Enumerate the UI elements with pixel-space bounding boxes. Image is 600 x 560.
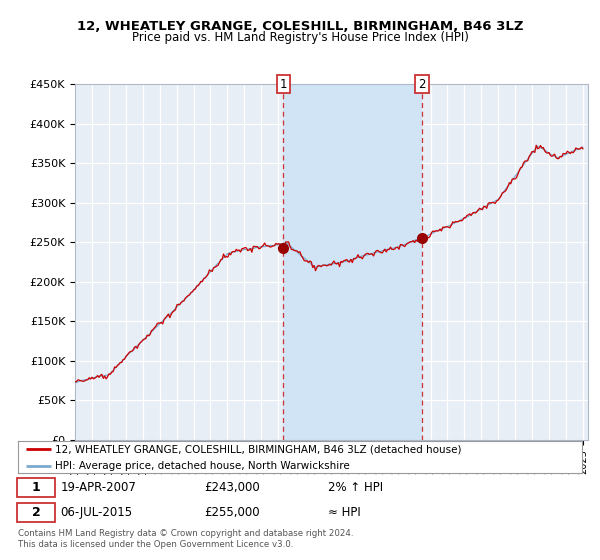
- Text: 2: 2: [418, 77, 426, 91]
- Bar: [283, 84, 422, 440]
- Text: 12, WHEATLEY GRANGE, COLESHILL, BIRMINGHAM, B46 3LZ (detached house): 12, WHEATLEY GRANGE, COLESHILL, BIRMINGH…: [55, 445, 461, 455]
- Text: Price paid vs. HM Land Registry's House Price Index (HPI): Price paid vs. HM Land Registry's House …: [131, 31, 469, 44]
- Text: Contains HM Land Registry data © Crown copyright and database right 2024.
This d: Contains HM Land Registry data © Crown c…: [18, 529, 353, 549]
- Text: 06-JUL-2015: 06-JUL-2015: [60, 506, 133, 519]
- Text: 19-APR-2007: 19-APR-2007: [60, 481, 136, 494]
- Text: £243,000: £243,000: [204, 481, 260, 494]
- FancyBboxPatch shape: [17, 503, 55, 522]
- Text: 1: 1: [280, 77, 287, 91]
- Text: HPI: Average price, detached house, North Warwickshire: HPI: Average price, detached house, Nort…: [55, 461, 349, 471]
- Text: 1: 1: [32, 481, 40, 494]
- Text: £255,000: £255,000: [204, 506, 260, 519]
- Text: 2% ↑ HPI: 2% ↑ HPI: [328, 481, 383, 494]
- Text: 12, WHEATLEY GRANGE, COLESHILL, BIRMINGHAM, B46 3LZ: 12, WHEATLEY GRANGE, COLESHILL, BIRMINGH…: [77, 20, 523, 32]
- Text: ≈ HPI: ≈ HPI: [328, 506, 361, 519]
- FancyBboxPatch shape: [17, 478, 55, 497]
- Text: 2: 2: [32, 506, 40, 519]
